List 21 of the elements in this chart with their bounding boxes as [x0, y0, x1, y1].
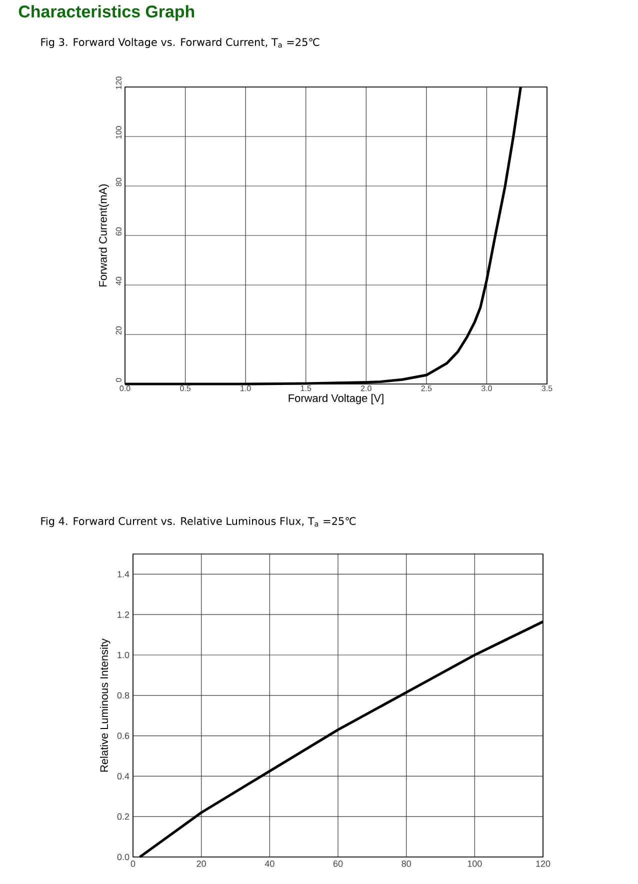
x-tick-label: 60 — [333, 860, 343, 867]
chart-subtitle: Fig 3. Forward Voltage vs. Forward Current, T$_{a}$ =25℃ — [41, 38, 320, 48]
x-tick-label: 20 — [196, 860, 206, 867]
y-tick-label: 0.0 — [117, 854, 130, 860]
y-tick-label: 1.0 — [118, 652, 130, 658]
x-tick-label: 40 — [264, 860, 274, 867]
x-tick-label: 0 — [130, 860, 136, 867]
chart-title: Characteristics Graph — [18, 5, 194, 21]
y-tick-label: 0.6 — [117, 732, 130, 739]
x-axis-title: Forward Voltage [V] — [288, 394, 384, 404]
y-axis-title: Forward Current(mA) — [98, 184, 109, 286]
y-tick-label: 0.4 — [117, 773, 130, 780]
chart-title: Fig 4. Forward Current vs. Relative Luminous Flux, T$_{a}$ =25℃ — [41, 516, 356, 528]
y-axis-title: Relative Luminous Intensity — [100, 638, 110, 772]
x-tick-label: 120 — [536, 860, 550, 867]
x-tick-label: 100 — [468, 860, 482, 867]
y-tick-label: 1.4 — [118, 571, 130, 578]
y-tick-label: 0.2 — [117, 813, 130, 820]
x-tick-label: 80 — [402, 860, 411, 867]
y-tick-label: 1.2 — [118, 611, 130, 618]
y-tick-label: 0.8 — [117, 692, 130, 699]
